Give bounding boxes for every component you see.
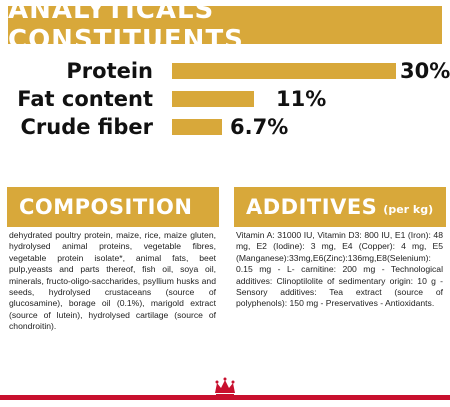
fat-content-value: 11%	[276, 87, 327, 111]
banner-title: ANALYTICALS CONSTITUENTS	[8, 0, 244, 55]
additives-text: Vitamin A: 31000 IU, Vitamin D3: 800 IU,…	[236, 230, 443, 309]
crude-fiber-bar	[172, 119, 222, 135]
protein-bar	[172, 63, 396, 79]
additives-unit: (per kg)	[383, 202, 434, 216]
composition-header: COMPOSITION	[7, 187, 219, 227]
protein-row: Protein 30%	[0, 58, 450, 84]
protein-label: Protein	[66, 59, 153, 83]
analytical-constituents: Protein 30% Fat content 11% Crude fiber …	[0, 52, 450, 142]
protein-value: 30%	[400, 59, 450, 83]
crude-fiber-row: Crude fiber 6.7%	[0, 114, 450, 140]
crude-fiber-label: Crude fiber	[20, 115, 153, 139]
crown-icon	[215, 377, 235, 397]
composition-section: COMPOSITION dehydrated poultry protein, …	[7, 187, 219, 387]
fat-content-row: Fat content 11%	[0, 86, 450, 112]
composition-text: dehydrated poultry protein, maize, rice,…	[9, 230, 216, 332]
additives-heading: ADDITIVES	[246, 195, 378, 219]
fat-content-bar	[172, 91, 254, 107]
composition-heading: COMPOSITION	[19, 195, 193, 219]
additives-section: ADDITIVES (per kg) Vitamin A: 31000 IU, …	[234, 187, 446, 387]
footer-red-line	[0, 395, 450, 400]
analytical-constituents-banner: ANALYTICALS CONSTITUENTS	[8, 0, 442, 55]
additives-header: ADDITIVES (per kg)	[234, 187, 446, 227]
fat-content-label: Fat content	[17, 87, 153, 111]
crude-fiber-value: 6.7%	[230, 115, 289, 139]
